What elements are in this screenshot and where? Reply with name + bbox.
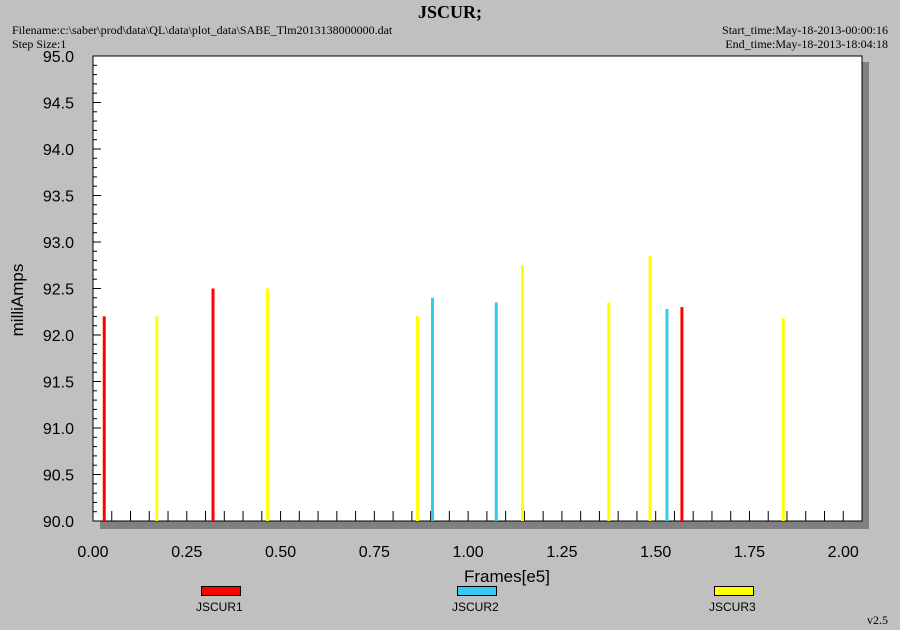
bar-jscur3 <box>415 316 419 521</box>
y-tick-label: 91.0 <box>43 421 74 438</box>
x-tick-label: 1.75 <box>734 544 765 561</box>
bar-jscur3 <box>781 318 785 521</box>
filename-label: Filename:c:\saber\prod\data\QL\data\plot… <box>12 23 393 37</box>
x-tick-label: 0.25 <box>171 544 202 561</box>
version-label: v2.5 <box>867 613 888 627</box>
x-tick-label: 1.50 <box>640 544 671 561</box>
bar-jscur2 <box>494 302 498 521</box>
bar-jscur1 <box>211 288 215 521</box>
legend-label-jscur3: JSCUR3 <box>709 600 756 614</box>
y-tick-label: 94.0 <box>43 142 74 159</box>
y-tick-label: 94.5 <box>43 96 74 113</box>
legend-swatch-jscur3 <box>714 586 754 596</box>
step-size-label: Step Size:1 <box>12 37 67 51</box>
bar-jscur2 <box>430 297 434 521</box>
legend-swatch-jscur1 <box>201 586 241 596</box>
x-axis: 0.00 0.25 0.50 0.75 1.00 1.25 1.50 1.75 2.00 <box>77 511 859 561</box>
x-tick-label: 1.00 <box>453 544 484 561</box>
plot-background <box>92 55 863 522</box>
y-tick-label: 95.0 <box>43 49 74 66</box>
y-tick-label: 91.5 <box>43 375 74 392</box>
y-tick-label: 93.5 <box>43 189 74 206</box>
x-tick-label: 1.25 <box>546 544 577 561</box>
x-tick-label: 0.50 <box>265 544 296 561</box>
y-axis-label: milliAmps <box>8 264 27 337</box>
legend-label-jscur1: JSCUR1 <box>196 600 243 614</box>
y-tick-label: 92.5 <box>43 282 74 299</box>
y-tick-label: 93.0 <box>43 235 74 252</box>
data-bars <box>102 255 785 521</box>
y-tick-label: 90.0 <box>43 514 74 531</box>
start-time-label: Start_time:May-18-2013-00:00:16 <box>722 23 888 37</box>
legend-label-jscur2: JSCUR2 <box>452 600 499 614</box>
bar-jscur3 <box>155 316 159 521</box>
bar-jscur1 <box>680 307 684 521</box>
bar-jscur1 <box>102 316 106 521</box>
y-tick-label: 92.0 <box>43 328 74 345</box>
legend-swatch-jscur2 <box>457 586 497 596</box>
bar-jscur2 <box>665 308 669 521</box>
y-tick-label: 90.5 <box>43 468 74 485</box>
x-tick-label: 2.00 <box>828 544 859 561</box>
bar-jscur3 <box>648 255 652 521</box>
bar-jscur3 <box>607 302 611 521</box>
bar-jscur3 <box>521 265 525 521</box>
end-time-label: End_time:May-18-2013-18:04:18 <box>725 37 888 51</box>
x-axis-label: Frames[e5] <box>464 567 550 586</box>
x-tick-label: 0.75 <box>359 544 390 561</box>
chart-title: JSCUR; <box>417 2 482 22</box>
x-tick-label: 0.00 <box>77 544 108 561</box>
y-axis: 90.0 90.5 91.0 91.5 92.0 92.5 93.0 93.5 94.0 94.5… <box>43 49 101 531</box>
bar-jscur3 <box>265 288 269 521</box>
